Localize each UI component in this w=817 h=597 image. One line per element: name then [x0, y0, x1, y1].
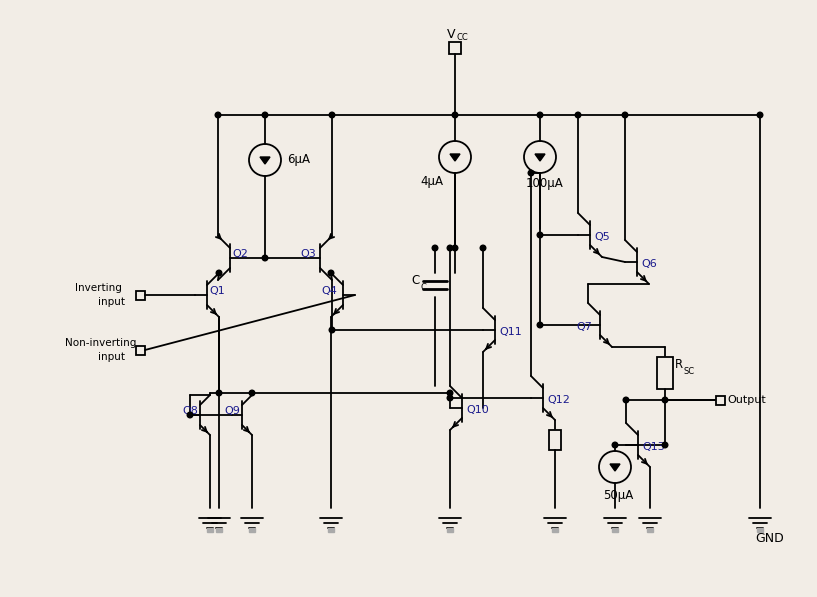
Bar [136, 291, 145, 300]
Text: Inverting: Inverting [75, 283, 122, 293]
Circle shape [663, 397, 667, 403]
Circle shape [612, 442, 618, 448]
Bar [249, 528, 255, 532]
Text: R: R [675, 359, 683, 371]
Text: Q6: Q6 [641, 259, 657, 269]
Circle shape [329, 327, 335, 333]
Circle shape [262, 112, 268, 118]
Circle shape [187, 412, 193, 418]
Bar [716, 396, 725, 405]
Circle shape [328, 270, 334, 276]
Bar [552, 528, 558, 532]
Text: Q10: Q10 [466, 405, 489, 415]
Text: Q12: Q12 [547, 395, 570, 405]
Circle shape [757, 112, 763, 118]
Circle shape [215, 112, 221, 118]
Text: 100μA: 100μA [526, 177, 564, 189]
Circle shape [262, 255, 268, 261]
Bar [328, 528, 334, 532]
Polygon shape [535, 154, 545, 161]
Circle shape [329, 112, 335, 118]
Circle shape [623, 397, 629, 403]
Text: Output: Output [727, 395, 766, 405]
Circle shape [452, 112, 458, 118]
Circle shape [249, 390, 255, 396]
Text: input: input [98, 297, 125, 307]
Text: Q4: Q4 [321, 286, 337, 296]
Circle shape [432, 245, 438, 251]
Text: SC: SC [684, 367, 695, 376]
Text: C: C [411, 273, 419, 287]
Circle shape [529, 170, 534, 176]
Bar [447, 528, 453, 532]
Circle shape [447, 245, 453, 251]
Bar [216, 528, 222, 532]
Text: C: C [421, 282, 426, 291]
Polygon shape [260, 157, 270, 164]
Circle shape [538, 232, 542, 238]
Polygon shape [610, 464, 620, 471]
Text: CC: CC [457, 33, 469, 42]
Circle shape [217, 390, 221, 396]
Text: Q7: Q7 [576, 322, 592, 332]
Text: input: input [98, 352, 125, 362]
Text: Q8: Q8 [182, 406, 198, 416]
Polygon shape [450, 154, 460, 161]
Bar [757, 528, 763, 532]
Text: GND: GND [755, 531, 784, 544]
Text: Non-inverting: Non-inverting [65, 338, 136, 348]
Circle shape [480, 245, 486, 251]
Text: 4μA: 4μA [420, 176, 443, 189]
Circle shape [452, 245, 458, 251]
Circle shape [538, 112, 542, 118]
Bar [647, 528, 653, 532]
Bar [207, 528, 213, 532]
Text: Q13: Q13 [642, 442, 665, 452]
Text: 50μA: 50μA [603, 488, 633, 501]
Text: Q3: Q3 [300, 249, 315, 259]
Bar [449, 42, 461, 54]
Text: Q1: Q1 [209, 286, 225, 296]
Circle shape [575, 112, 581, 118]
Text: Q2: Q2 [232, 249, 248, 259]
Text: V: V [447, 27, 456, 41]
Circle shape [217, 270, 221, 276]
Text: 6μA: 6μA [287, 153, 310, 167]
Text: Q5: Q5 [594, 232, 609, 242]
Circle shape [538, 322, 542, 328]
Bar [612, 528, 618, 532]
Text: Q11: Q11 [499, 327, 522, 337]
Bar [136, 346, 145, 355]
Circle shape [663, 442, 667, 448]
Circle shape [447, 395, 453, 401]
Text: Q9: Q9 [224, 406, 240, 416]
Bar [549, 430, 561, 450]
Bar [657, 357, 673, 389]
Circle shape [447, 390, 453, 396]
Circle shape [623, 112, 627, 118]
